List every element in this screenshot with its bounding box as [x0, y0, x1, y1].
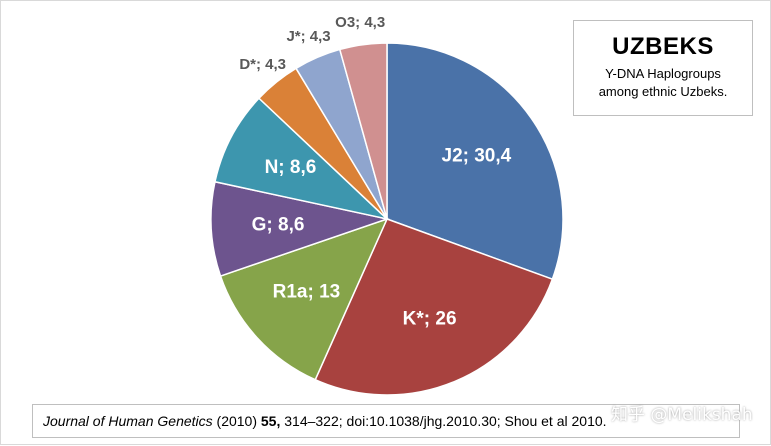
slice-label-dstar: D*; 4,3 — [239, 56, 286, 73]
pie-slice-n — [214, 97, 390, 221]
citation-rest: 314–322; doi:10.1038/jhg.2010.30; Shou e… — [280, 413, 607, 429]
pie-slice-g — [210, 180, 390, 277]
slice-label-kstar: K*; 26 — [403, 308, 457, 329]
chart-subtitle: Y-DNA Haplogroups among ethnic Uzbeks. — [574, 65, 752, 101]
pie-slice-r1a — [219, 217, 389, 381]
chart-subtitle-line-1: Y-DNA Haplogroups — [605, 66, 721, 81]
slice-label-r1a: R1a; 13 — [273, 282, 341, 303]
slice-label-o3: O3; 4,3 — [335, 14, 385, 31]
slice-label-n: N; 8,6 — [265, 157, 317, 178]
chart-title-box: UZBEKS Y-DNA Haplogroups among ethnic Uz… — [573, 20, 753, 116]
pie-slice-kstar — [314, 218, 554, 396]
slice-label-j2: J2; 30,4 — [442, 145, 512, 166]
chart-title: UZBEKS — [612, 33, 714, 60]
citation-box: Journal of Human Genetics (2010) 55, 314… — [32, 404, 740, 438]
pie-slice-j2 — [386, 42, 564, 281]
slice-label-g: G; 8,6 — [252, 214, 305, 235]
chart-subtitle-line-2: among ethnic Uzbeks. — [598, 84, 728, 99]
citation-journal: Journal of Human Genetics — [43, 413, 213, 429]
pie-slice-o3 — [338, 42, 388, 220]
citation-volume: 55, — [260, 413, 281, 429]
watermark: 知乎 @Melikshah — [611, 405, 753, 425]
citation-year: (2010) — [212, 413, 261, 429]
slice-label-jstar: J*; 4,3 — [286, 28, 330, 45]
